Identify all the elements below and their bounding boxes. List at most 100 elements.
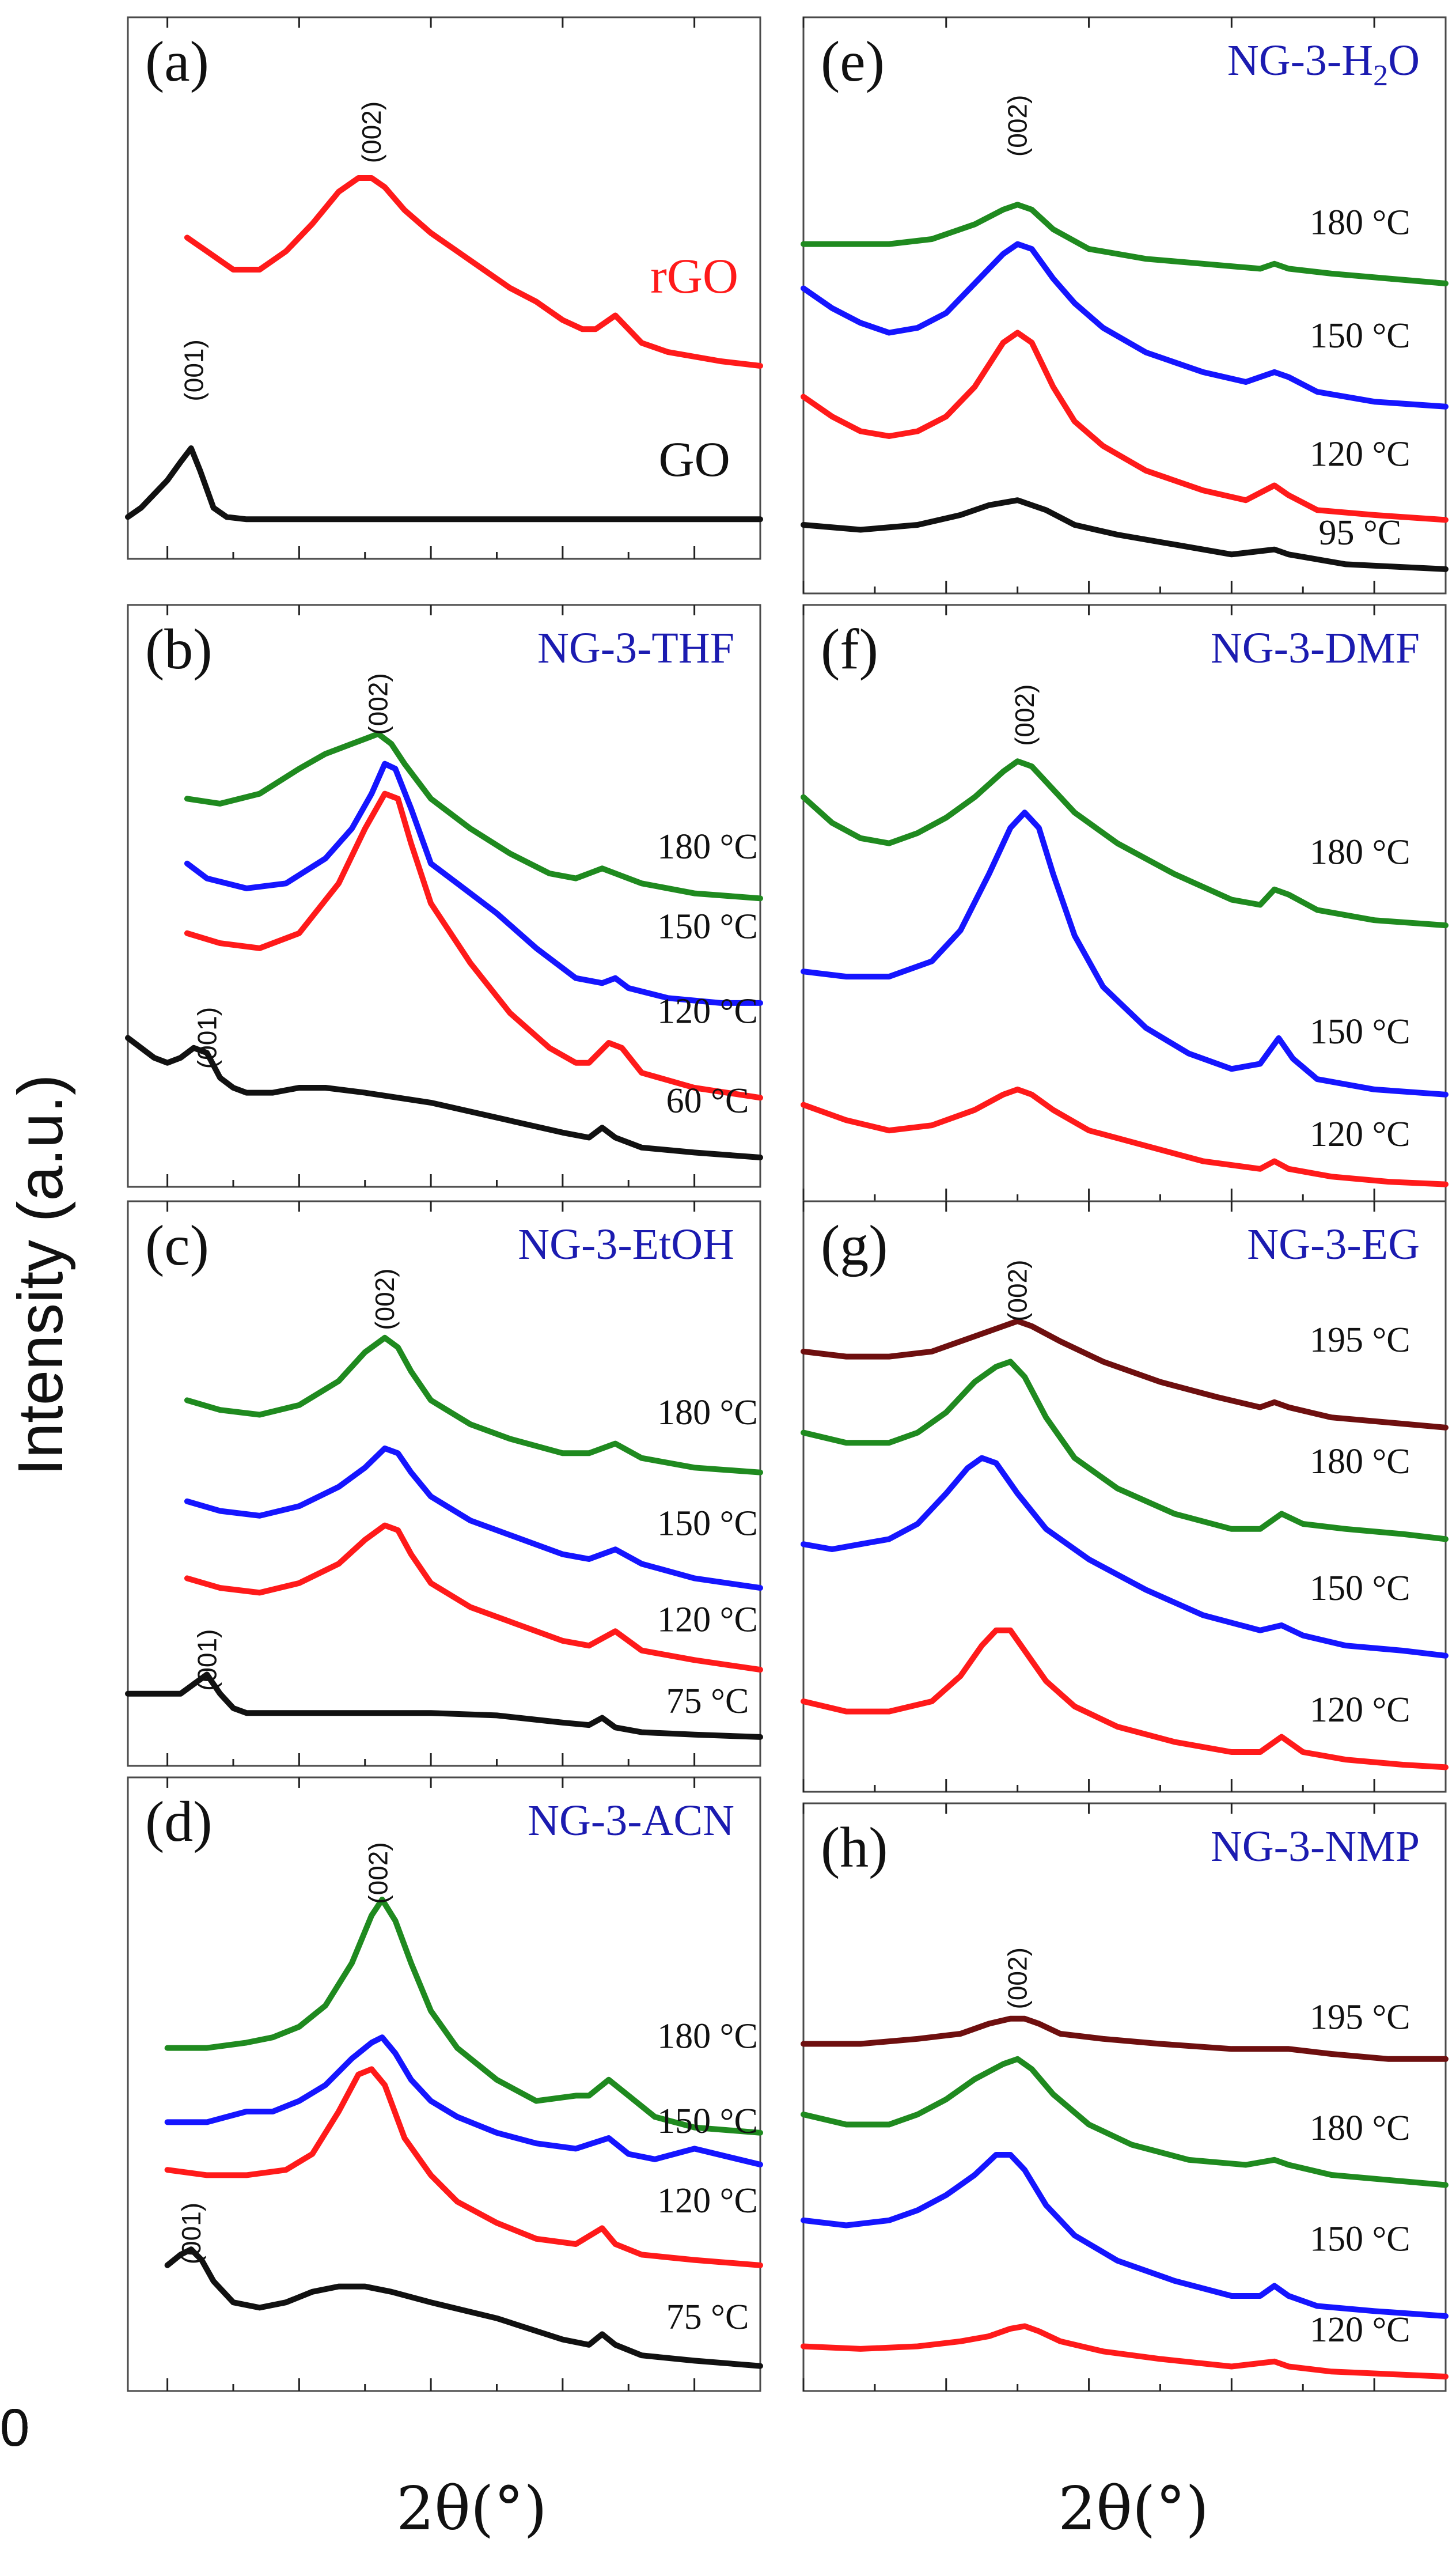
panel-title-c: NG-3-EtOH <box>518 1220 734 1269</box>
series-a-rgo <box>184 175 763 369</box>
panel-e: (e) NG-3-H2O 180 °C 150 °C 120 °C 95 °C (002) <box>801 16 1449 595</box>
series-label-g-1: 180 °C <box>1310 1442 1410 1481</box>
series-label-d-1: 150 °C <box>657 2102 758 2141</box>
panel-title-h: NG-3-NMP <box>1211 1822 1420 1871</box>
x-tick-label-left-30: 30 <box>0 2398 29 2457</box>
series-label-e-2: 120 °C <box>1310 434 1410 474</box>
peak-label-f-0: (002) <box>1010 684 1040 746</box>
peak-label-c-0: (002) <box>370 1268 400 1330</box>
panel-title-e: NG-3-H2O <box>1227 36 1420 92</box>
panel-frame-c <box>127 1200 761 1767</box>
series-label-a-1: GO <box>659 432 730 487</box>
series-label-e-3: 95 °C <box>1319 513 1402 553</box>
series-label-b-0: 180 °C <box>657 827 758 867</box>
series-c-180c <box>184 1334 763 1475</box>
x-tick-label-right-20: 20 <box>0 2398 29 2457</box>
series-d-180c <box>164 1897 763 2136</box>
series-d-120c <box>164 2066 763 2268</box>
panel-title-g: NG-3-EG <box>1247 1220 1420 1269</box>
panel-letter-e: (e) <box>821 29 885 93</box>
series-label-c-2: 120 °C <box>657 1600 758 1639</box>
series-label-f-2: 120 °C <box>1310 1115 1410 1154</box>
x-tick-label-right-30: 30 <box>0 2398 29 2457</box>
series-f-150c <box>801 809 1449 1098</box>
panel-frame-h <box>802 1802 1447 2392</box>
series-a-go <box>125 445 763 523</box>
x-tick-label-left-50: 50 <box>0 2398 29 2457</box>
panel-title-b: NG-3-THF <box>537 624 734 672</box>
x-tick-label-left-10: 10 <box>0 2398 29 2457</box>
series-c-75c <box>125 1671 763 1740</box>
y-axis-title: Intensity (a.u.) <box>5 1075 76 1476</box>
x-tick-label-left-40: 40 <box>0 2398 29 2457</box>
panel-title-f: NG-3-DMF <box>1211 624 1420 672</box>
panel-frame-g <box>802 1200 1447 1793</box>
series-e-95c <box>801 497 1449 572</box>
series-h-180c <box>801 2056 1449 2188</box>
panel-letter-b: (b) <box>145 617 213 681</box>
panel-letter-g: (g) <box>821 1213 888 1277</box>
series-label-e-1: 150 °C <box>1310 316 1410 355</box>
series-label-d-0: 180 °C <box>657 2017 758 2056</box>
panel-letter-c: (c) <box>145 1213 209 1277</box>
panels-group: (a) rGO GO (002) (001) (b) NG-3-THF 180 °C 150 °… <box>0 16 1449 2457</box>
series-label-e-0: 180 °C <box>1310 203 1410 243</box>
peak-label-h-0: (002) <box>1003 1947 1033 2009</box>
series-label-h-0: 195 °C <box>1310 1997 1410 2037</box>
series-label-b-1: 150 °C <box>657 907 758 946</box>
series-g-195c <box>801 1318 1449 1431</box>
series-label-b-2: 120 °C <box>657 992 758 1031</box>
peak-label-e-0: (002) <box>1003 95 1033 157</box>
panel-g: (g) NG-3-EG 195 °C 180 °C 150 °C 120 °C (002) <box>801 1200 1449 1793</box>
peak-label-b-0: (002) <box>363 673 393 735</box>
panel-frame-b <box>127 604 761 1188</box>
series-label-h-3: 120 °C <box>1310 2310 1410 2350</box>
x-axis-title-right: 2θ(°) <box>1058 2473 1209 2544</box>
panel-letter-f: (f) <box>821 617 878 681</box>
panel-d: (d) NG-3-ACN 180 °C 150 °C 120 °C 75 °C (002) (… <box>127 1776 763 2392</box>
series-c-120c <box>184 1522 763 1673</box>
series-e-120c <box>801 330 1449 523</box>
panel-h: (h) NG-3-NMP 195 °C 180 °C 150 °C 120 °C (002) <box>801 1802 1449 2392</box>
series-f-120c <box>801 1086 1449 1187</box>
series-label-c-1: 150 °C <box>657 1504 758 1543</box>
series-label-f-0: 180 °C <box>1310 833 1410 872</box>
series-label-h-1: 180 °C <box>1310 2109 1410 2148</box>
x-tick-label-left-20: 20 <box>0 2398 29 2457</box>
series-b-60c <box>125 1035 763 1160</box>
series-b-150c <box>184 761 763 1006</box>
peak-label-a-1: (001) <box>179 339 208 401</box>
series-g-180c <box>801 1359 1449 1542</box>
panel-title-d: NG-3-ACN <box>528 1796 734 1845</box>
series-label-h-2: 150 °C <box>1310 2219 1410 2258</box>
series-h-120c <box>801 2323 1449 2379</box>
series-label-d-2: 120 °C <box>657 2181 758 2220</box>
series-e-180c <box>801 202 1449 286</box>
series-h-195c <box>801 2015 1449 2062</box>
x-tick-label-right-50: 50 <box>0 2398 29 2457</box>
x-axis-title-left: 2θ(°) <box>396 2473 547 2544</box>
panel-frame-d <box>127 1776 761 2392</box>
peak-label-b-1: (001) <box>192 1007 222 1069</box>
series-b-180c <box>184 731 763 902</box>
series-d-75c <box>164 2246 763 2369</box>
panel-letter-h: (h) <box>821 1815 888 1879</box>
series-f-180c <box>801 758 1449 929</box>
peak-label-a-0: (002) <box>357 101 386 163</box>
panel-a: (a) rGO GO (002) (001) <box>125 16 763 560</box>
panel-letter-a: (a) <box>145 29 209 93</box>
panel-letter-d: (d) <box>145 1789 213 1853</box>
series-g-120c <box>801 1627 1449 1770</box>
x-tick-label-right-10: 10 <box>0 2398 29 2457</box>
peak-label-d-1: (001) <box>176 2203 206 2264</box>
x-tick-label-right-40: 40 <box>0 2398 29 2457</box>
series-label-f-1: 150 °C <box>1310 1012 1410 1051</box>
series-label-c-0: 180 °C <box>657 1393 758 1432</box>
panel-frame-e <box>802 16 1447 595</box>
series-b-120c <box>184 790 763 1101</box>
series-d-150c <box>164 2034 763 2167</box>
series-label-b-3: 60 °C <box>666 1081 749 1121</box>
series-g-150c <box>801 1455 1449 1659</box>
peak-label-d-0: (002) <box>363 1842 393 1904</box>
